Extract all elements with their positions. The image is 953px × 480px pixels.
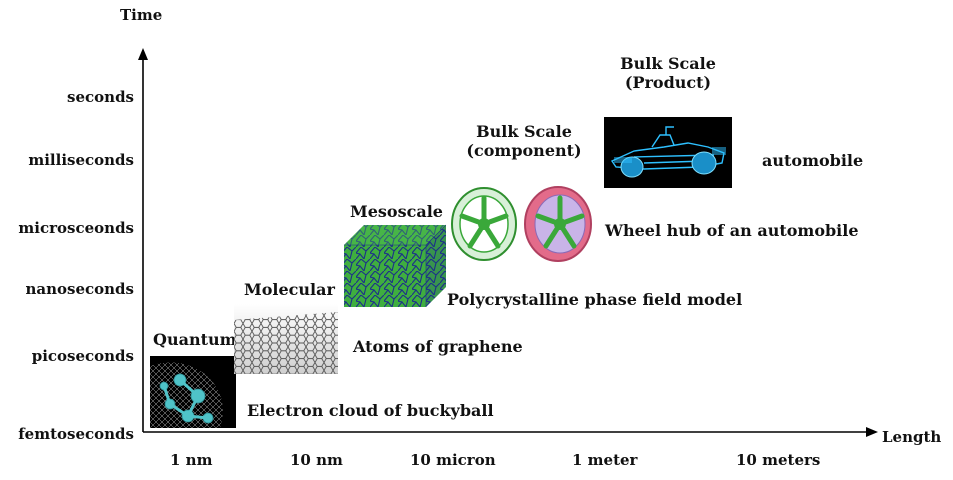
y-tick-seconds: seconds [67,88,134,106]
x-tick-10meters: 10 meters [736,451,821,469]
x-tick-1meter: 1 meter [572,451,638,469]
x-axis-label: Length [882,428,942,446]
y-tick-microseconds: microsceonds [18,219,134,237]
stage-label-component: Bulk Scale (component) [464,122,584,160]
stage-label-product-line1: Bulk Scale [620,54,716,73]
stage-label-mesoscale: Mesoscale [350,202,443,221]
stage-label-component-line1: Bulk Scale [476,122,572,141]
phase-field-cube-image [342,223,446,307]
graphene-image [234,304,338,374]
automobile-image [604,117,732,188]
y-tick-picoseconds: picoseconds [31,347,134,365]
desc-molecular: Atoms of graphene [353,337,523,356]
desc-mesoscale: Polycrystalline phase field model [447,290,743,309]
stage-label-product: Bulk Scale (Product) [606,54,730,92]
y-tick-milliseconds: milliseconds [28,151,134,169]
stage-label-quantum: Quantum [153,330,237,349]
wheel-green [451,187,517,261]
desc-quantum: Electron cloud of buckyball [247,401,494,420]
x-tick-10micron: 10 micron [410,451,496,469]
x-axis-arrow [866,427,878,437]
wheel-pink [524,186,592,262]
stage-label-product-line2: (Product) [624,73,712,92]
stage-label-component-line2: (component) [466,141,582,160]
x-tick-10nm: 10 nm [290,451,343,469]
desc-product: automobile [762,151,864,170]
y-tick-nanoseconds: nanoseconds [25,280,134,298]
y-axis-arrow [138,48,148,60]
y-axis-label: Time [120,6,163,24]
buckyball-image [150,356,236,428]
x-tick-1nm: 1 nm [170,451,213,469]
y-tick-femtoseconds: femtoseconds [18,425,134,443]
wheel-hub-image [448,184,598,264]
stage-label-molecular: Molecular [244,280,335,299]
desc-component: Wheel hub of an automobile [605,221,859,240]
